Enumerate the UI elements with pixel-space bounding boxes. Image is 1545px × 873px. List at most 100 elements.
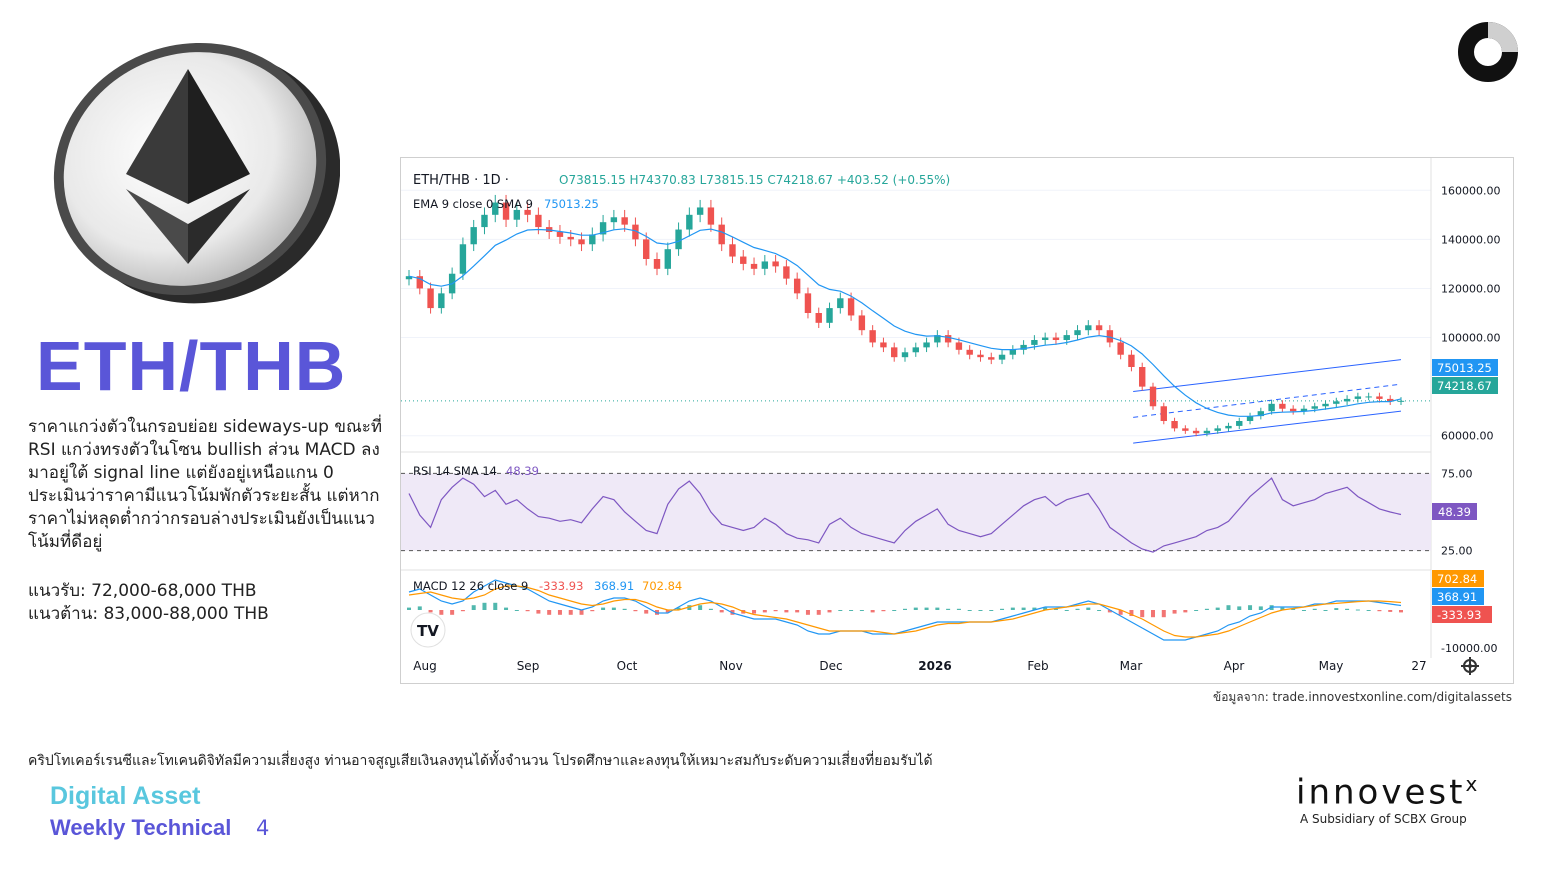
- macd-hist-bar: [1075, 608, 1080, 610]
- candle-body: [847, 298, 855, 316]
- macd-hist-bar: [493, 602, 498, 610]
- rsi-line: [408, 477, 1402, 553]
- candle-body: [405, 276, 413, 280]
- candle-body: [524, 209, 531, 215]
- x-tick-label: Dec: [819, 659, 842, 673]
- candle-body: [643, 239, 650, 259]
- candle-body: [740, 256, 747, 264]
- candle-body: [1225, 425, 1232, 429]
- resistance-level: แนวต้าน: 83,000-88,000 THB: [28, 604, 269, 624]
- page-number: 4: [256, 816, 270, 840]
- macd-hist-bar: [956, 608, 961, 610]
- svg-text:74218.67: 74218.67: [1437, 379, 1492, 393]
- support-level: แนวรับ: 72,000-68,000 THB: [28, 581, 257, 601]
- macd-hist-bar: [1064, 610, 1069, 611]
- y-tick-label: 120000.00: [1441, 282, 1501, 295]
- svg-text:-333.93: -333.93: [1437, 608, 1481, 622]
- macd-hist-bar: [1280, 607, 1285, 610]
- price-chart[interactable]: ETH/THB · 1D · O73815.15 H74370.83 L7381…: [400, 157, 1514, 684]
- macd-hist-bar: [816, 610, 821, 615]
- svg-text:702.84: 702.84: [1437, 572, 1477, 586]
- macd-hist-bar: [762, 610, 767, 613]
- macd-hist-bar: [838, 610, 843, 611]
- candle-body: [1041, 337, 1049, 340]
- candle-body: [459, 244, 467, 274]
- macd-hist-bar: [601, 607, 606, 610]
- candle-body: [1182, 428, 1189, 431]
- candle-body: [1031, 340, 1038, 345]
- brand-sup: x: [1465, 772, 1481, 796]
- gear-icon[interactable]: [1461, 657, 1479, 675]
- macd-hist-bar: [805, 610, 810, 615]
- channel-lower-line: [1133, 410, 1402, 444]
- svg-text:75013.25: 75013.25: [1437, 361, 1492, 375]
- macd-hist-bar: [633, 610, 638, 612]
- candle-body: [869, 330, 876, 343]
- macd-hist-value: -333.93: [539, 579, 583, 593]
- macd-hist-bar: [1172, 610, 1177, 614]
- candle-body: [772, 261, 779, 267]
- candle-body: [653, 259, 661, 269]
- candle-body: [1289, 408, 1297, 412]
- macd-hist-bar: [881, 610, 886, 612]
- ema-line: [408, 228, 1402, 417]
- ohlc-readout: O73815.15 H74370.83 L73815.15 C74218.67 …: [559, 173, 950, 187]
- macd-hist-bar: [1345, 608, 1350, 610]
- candle-body: [1063, 335, 1070, 340]
- macd-hist-bar: [579, 610, 584, 615]
- candle-body: [1387, 398, 1394, 402]
- x-tick-label: Nov: [719, 659, 742, 673]
- ema-price-tag: 75013.25: [1432, 359, 1498, 376]
- candle-body: [1052, 337, 1060, 340]
- macd-value: 368.91: [594, 579, 634, 593]
- candle-body: [826, 308, 833, 323]
- macd-hist-bar: [504, 607, 509, 610]
- brand-name: innovest: [1296, 772, 1466, 813]
- macd-hist-bar: [870, 610, 875, 613]
- macd-hist-bar: [417, 606, 422, 610]
- svg-text:48.39: 48.39: [1438, 505, 1471, 519]
- candle-body: [1214, 428, 1221, 431]
- candle-body: [610, 217, 618, 223]
- candle-body: [901, 352, 909, 358]
- macd-hist-bar: [644, 610, 649, 614]
- macd-hist-bar: [590, 610, 595, 612]
- macd-hist-bar: [1140, 610, 1145, 618]
- x-tick-label: 27: [1411, 659, 1426, 673]
- x-tick-label: Apr: [1224, 659, 1245, 673]
- macd-hist-bar: [428, 610, 433, 613]
- macd-hist-bar: [1334, 608, 1339, 610]
- candle-body: [1354, 396, 1362, 399]
- candle-body: [567, 236, 574, 240]
- candle-body: [492, 202, 499, 215]
- macd-hist-bar: [1118, 610, 1123, 615]
- candle-body: [686, 214, 693, 230]
- macd-hist-bar: [1377, 610, 1382, 612]
- macd-hist-bar: [978, 610, 983, 611]
- last-price-tag: 74218.67: [1432, 377, 1498, 394]
- macd-hist-bar: [676, 607, 681, 610]
- y-tick-label: 100000.00: [1441, 332, 1501, 345]
- candle-body: [621, 217, 628, 225]
- macd-hist-bar: [1399, 610, 1403, 613]
- macd-hist-bar: [407, 607, 411, 610]
- y-tick-label: 60000.00: [1441, 430, 1494, 443]
- candle-body: [1074, 330, 1081, 336]
- macd-hist-bar: [536, 610, 541, 614]
- macd-hist-bar: [482, 602, 487, 610]
- macd-hist-bar: [611, 607, 616, 610]
- candle-body: [1128, 354, 1135, 367]
- candle-body: [1311, 406, 1318, 409]
- ethereum-coin-icon: [53, 42, 340, 304]
- candle-body: [977, 354, 984, 358]
- candle-body: [535, 214, 542, 228]
- rsi-tick-label: 25.00: [1441, 545, 1473, 558]
- brand-subtitle: A Subsidiary of SCBX Group: [1300, 812, 1467, 827]
- tradingview-logo-icon[interactable]: TV: [410, 612, 446, 648]
- candle-body: [880, 342, 887, 348]
- candle-body: [1268, 403, 1275, 412]
- macd-hist-bar: [1204, 608, 1209, 610]
- candle-body: [416, 276, 423, 289]
- x-tick-label: Oct: [617, 659, 638, 673]
- macd-hist-bar: [665, 610, 670, 613]
